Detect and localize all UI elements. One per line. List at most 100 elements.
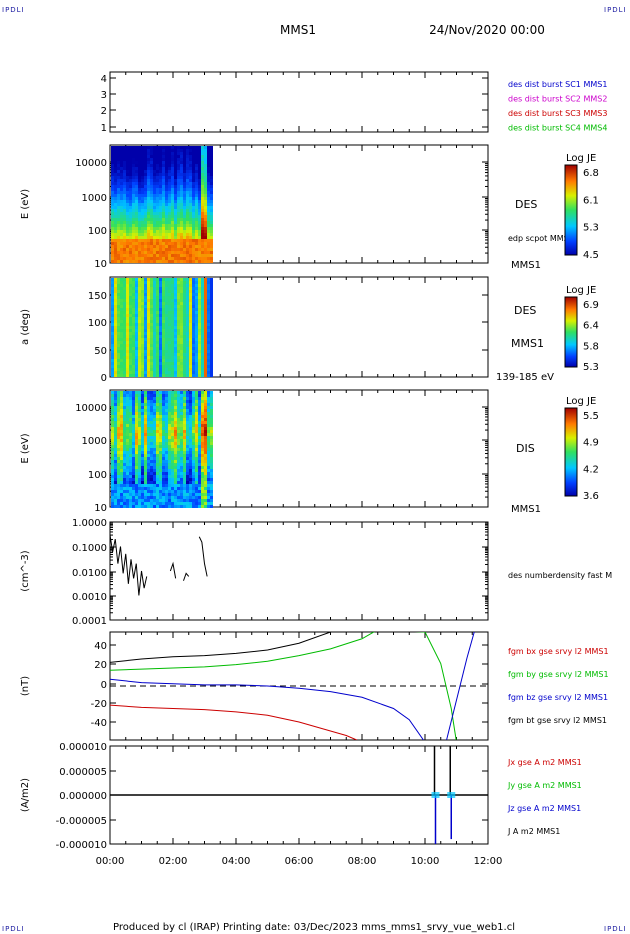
heatmap-cell [153,188,156,191]
heatmap-cell [177,475,180,478]
heatmap-cell [189,332,192,335]
heatmap-cell [159,233,162,236]
heatmap-cell [123,475,126,478]
heatmap-cell [138,418,141,421]
heatmap-cell [207,341,210,344]
heatmap-cell [129,245,132,248]
heatmap-cell [114,472,117,475]
heatmap-cell [195,317,198,320]
heatmap-cell [207,308,210,311]
heatmap-cell [153,311,156,314]
heatmap-cell [174,412,177,415]
heatmap-cell [129,179,132,182]
heatmap-cell [114,188,117,191]
heatmap-cell [192,158,195,161]
heatmap-cell [186,490,189,493]
heatmap-cell [117,296,120,299]
heatmap-cell [189,320,192,323]
heatmap-cell [138,332,141,335]
heatmap-cell [162,406,165,409]
heatmap-cell [126,179,129,182]
colorbar-tick-label: 6.1 [583,195,599,206]
heatmap-cell [147,308,150,311]
heatmap-cell [183,311,186,314]
heatmap-cell [150,490,153,493]
heatmap-cell [111,469,114,472]
heatmap-cell [132,155,135,158]
heatmap-cell [186,427,189,430]
heatmap-cell [198,242,201,245]
heatmap-cell [141,326,144,329]
heatmap-cell [186,332,189,335]
heatmap-cell [195,356,198,359]
heatmap-cell [207,146,210,149]
heatmap-cell [165,284,168,287]
heatmap-cell [114,371,117,374]
heatmap-cell [141,457,144,460]
heatmap-cell [177,227,180,230]
heatmap-cell [150,218,153,221]
heatmap-cell [135,341,138,344]
heatmap-cell [180,457,183,460]
heatmap-cell [195,448,198,451]
heatmap-cell [153,469,156,472]
heatmap-cell [198,170,201,173]
heatmap-cell [168,418,171,421]
colorbar-tick-label: 5.8 [583,341,599,352]
heatmap-cell [174,371,177,374]
heatmap-cell [159,254,162,257]
heatmap-cell [132,161,135,164]
heatmap-cell [114,335,117,338]
heatmap-cell [111,284,114,287]
heatmap-cell [159,317,162,320]
heatmap-cell [153,149,156,152]
heatmap-cell [120,257,123,260]
heatmap-cell [177,421,180,424]
heatmap-cell [168,350,171,353]
heatmap-cell [201,146,204,149]
heatmap-cell [207,478,210,481]
heatmap-cell [126,224,129,227]
heatmap-cell [129,359,132,362]
heatmap-cell [177,338,180,341]
heatmap-cell [129,257,132,260]
heatmap-cell [150,161,153,164]
heatmap-cell [165,391,168,394]
heatmap-cell [171,188,174,191]
heatmap-cell [147,442,150,445]
heatmap-cell [156,424,159,427]
heatmap-cell [111,332,114,335]
heatmap-cell [111,188,114,191]
heatmap-cell [168,233,171,236]
heatmap-cell [177,182,180,185]
heatmap-cell [123,362,126,365]
heatmap-cell [177,415,180,418]
heatmap-cell [192,442,195,445]
heatmap-cell [120,254,123,257]
heatmap-cell [174,460,177,463]
heatmap-cell [171,293,174,296]
heatmap-cell [150,466,153,469]
heatmap-cell [180,469,183,472]
heatmap-cell [159,353,162,356]
heatmap-cell [198,176,201,179]
heatmap-cell [201,496,204,499]
heatmap-cell [153,236,156,239]
heatmap-cell [120,406,123,409]
heatmap-cell [171,197,174,200]
heatmap-cell [204,158,207,161]
heatmap-cell [141,188,144,191]
heatmap-cell [207,356,210,359]
right-label: MMS1 [511,260,541,271]
heatmap-cell [201,257,204,260]
heatmap-cell [135,472,138,475]
heatmap-cell [165,200,168,203]
heatmap-cell [168,248,171,251]
heatmap-cell [207,299,210,302]
heatmap-cell [144,164,147,167]
heatmap-cell [156,335,159,338]
heatmap-cell [129,409,132,412]
heatmap-cell [177,164,180,167]
heatmap-cell [162,502,165,505]
